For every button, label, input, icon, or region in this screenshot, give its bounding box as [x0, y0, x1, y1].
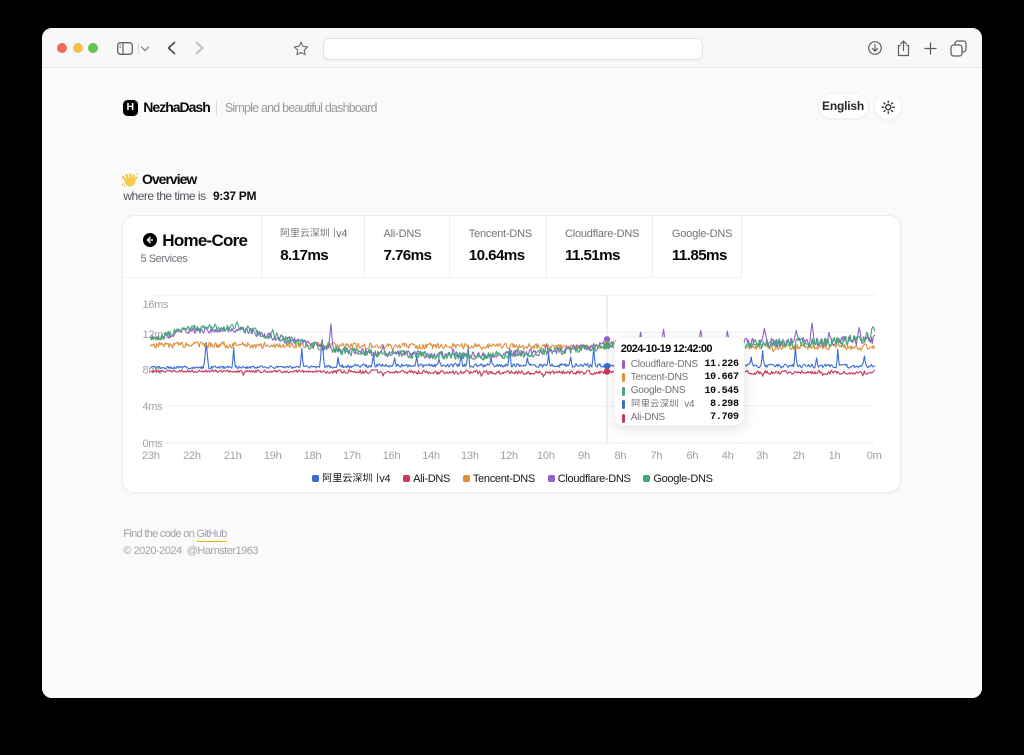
svg-text:17h: 17h: [343, 450, 361, 462]
svg-text:4h: 4h: [722, 450, 734, 462]
svg-text:22h: 22h: [183, 450, 201, 462]
svg-text:2h: 2h: [793, 450, 805, 462]
svg-text:19h: 19h: [264, 450, 282, 462]
svg-text:16h: 16h: [383, 450, 401, 462]
svg-text:10h: 10h: [537, 450, 555, 462]
svg-text:16ms: 16ms: [143, 299, 169, 311]
svg-text:12h: 12h: [500, 450, 518, 462]
svg-text:21h: 21h: [224, 450, 242, 462]
svg-text:4ms: 4ms: [143, 401, 164, 413]
svg-text:0m: 0m: [867, 450, 882, 462]
svg-text:7h: 7h: [650, 450, 662, 462]
svg-text:0ms: 0ms: [143, 438, 164, 450]
svg-text:14h: 14h: [422, 450, 440, 462]
svg-text:6h: 6h: [686, 450, 698, 462]
svg-text:18h: 18h: [304, 450, 322, 462]
svg-text:23h: 23h: [142, 450, 160, 462]
svg-text:13h: 13h: [461, 450, 479, 462]
svg-text:8h: 8h: [614, 450, 626, 462]
svg-text:1h: 1h: [829, 450, 841, 462]
svg-text:9h: 9h: [578, 450, 590, 462]
svg-text:3h: 3h: [756, 450, 768, 462]
